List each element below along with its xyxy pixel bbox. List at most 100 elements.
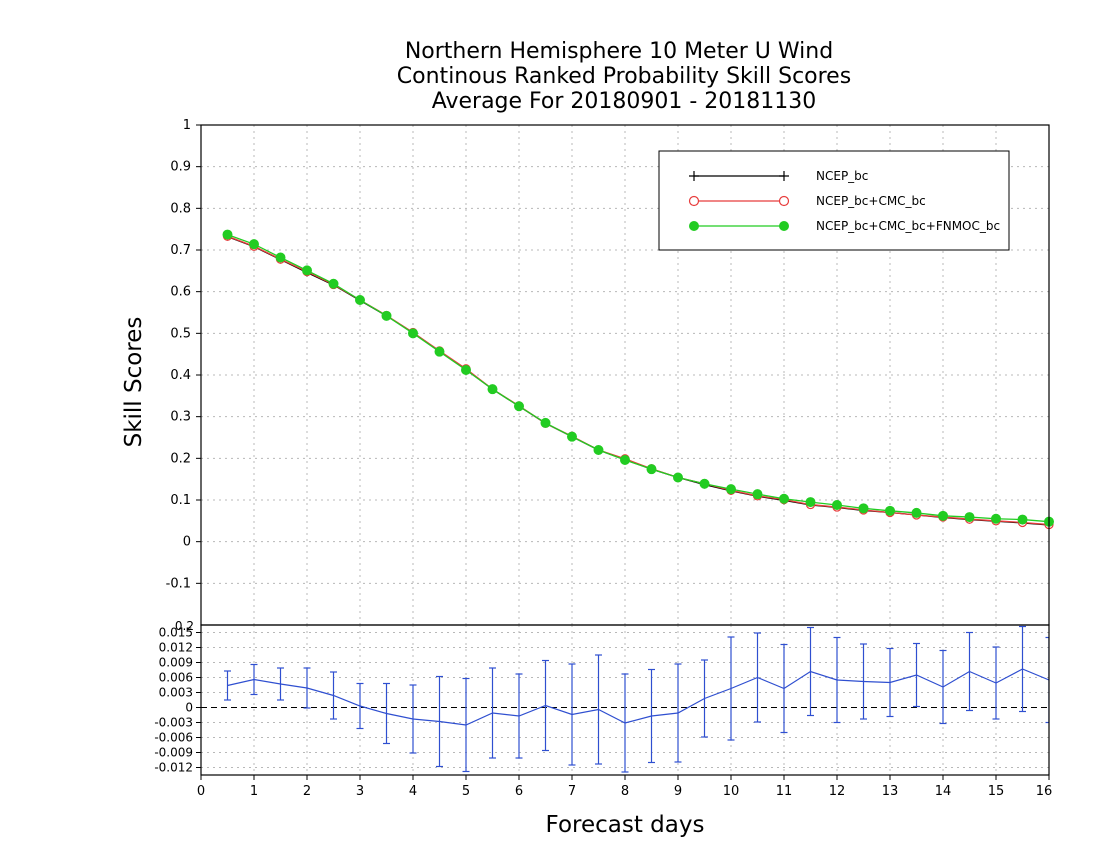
data-point <box>249 239 259 250</box>
legend-marker <box>689 171 699 181</box>
x-tick-label: 14 <box>935 784 952 799</box>
x-tick-label: 16 <box>1036 784 1053 799</box>
x-tick-label: 15 <box>988 784 1005 799</box>
upper-y-tick-label: 0.9 <box>170 160 191 175</box>
series-NCEP_bc+CMC_bc+FNMOC_bc <box>222 229 1054 527</box>
upper-y-tick-label: 0.4 <box>170 368 191 383</box>
upper-y-tick-label: 0 <box>183 535 191 550</box>
data-point <box>593 445 604 455</box>
series-line <box>227 236 1050 526</box>
x-tick-label: 9 <box>674 784 682 799</box>
x-tick-label: 2 <box>303 784 311 799</box>
upper-y-tick-label: 0.7 <box>170 243 191 258</box>
lower-y-ticks: -0.012-0.009-0.006-0.00300.0030.0060.009… <box>154 626 201 775</box>
x-tick-label: 5 <box>462 784 470 799</box>
legend-item-NCEP_bc+CMC_bc: NCEP_bc+CMC_bc <box>688 194 926 208</box>
data-point <box>964 512 975 523</box>
chart-title-line-1: Northern Hemisphere 10 Meter U Wind <box>405 39 833 64</box>
chart-title-line-2: Continous Ranked Probability Skill Score… <box>397 64 851 89</box>
data-point <box>911 507 922 518</box>
lower-y-tick-label: -0.006 <box>154 731 193 745</box>
difference-line <box>227 668 1049 726</box>
lower-y-tick-label: 0.012 <box>159 641 193 655</box>
data-point <box>540 417 551 428</box>
data-point <box>514 401 524 412</box>
upper-series-group <box>222 229 1054 530</box>
legend-item-NCEP_bc: NCEP_bc <box>689 169 868 183</box>
x-tick-label: 13 <box>882 784 899 799</box>
legend-marker <box>778 195 790 207</box>
data-point <box>938 510 948 521</box>
upper-y-ticks: -0.1 0 0.1 0.2 0.3 0.4 0.5 0.6 0.7 0.8 0.9 1 <box>166 118 201 591</box>
data-point <box>991 513 1001 524</box>
lower-y-tick-label: 0.006 <box>159 671 193 685</box>
data-point <box>805 497 816 508</box>
data-point <box>567 431 577 442</box>
x-axis-ticks: 0 1 2 3 4 5 6 7 8 9 10 11 12 13 14 15 16 <box>197 775 1052 799</box>
series-line <box>227 235 1050 526</box>
legend-marker <box>779 171 789 181</box>
upper-y-tick-label: 0.6 <box>170 285 191 300</box>
data-point <box>620 455 630 465</box>
upper-y-tick-label: 0.3 <box>170 410 191 425</box>
chart-title-line-3: Average For 20180901 - 20181130 <box>432 89 817 114</box>
data-point <box>355 295 365 305</box>
series-line <box>227 233 1050 523</box>
data-point <box>752 489 763 500</box>
legend-label: NCEP_bc+CMC_bc+FNMOC_bc <box>816 219 1000 233</box>
data-point <box>726 484 736 495</box>
legend-items: NCEP_bc NCEP_bc+CMC_bc NCEP_bc+CMC_bc+FNMO… <box>688 169 1000 233</box>
lower-y-tick-label: 0.015 <box>159 626 193 640</box>
lower-y-tick-label: -0.003 <box>154 716 193 730</box>
data-point <box>673 472 683 483</box>
series-NCEP_bc+CMC_bc <box>222 231 1054 530</box>
lower-y-tick-label: 0 <box>185 701 193 715</box>
data-point <box>779 493 789 504</box>
lower-y-tick-label: -0.009 <box>154 746 193 760</box>
series-NCEP_bc <box>223 232 1053 529</box>
error-bar <box>1045 636 1049 724</box>
legend-marker <box>779 221 789 231</box>
lower-panel: -0.012-0.009-0.006-0.00300.0030.0060.009… <box>154 619 1050 776</box>
x-tick-label: 0 <box>197 784 205 799</box>
data-point <box>487 384 498 395</box>
legend-label: NCEP_bc <box>816 169 868 183</box>
upper-y-tick-label: 0.1 <box>170 493 191 508</box>
upper-y-tick-label: 1 <box>183 118 191 133</box>
upper-y-tick-label: 0.8 <box>170 201 191 216</box>
x-tick-label: 11 <box>776 784 793 799</box>
x-tick-label: 6 <box>515 784 523 799</box>
data-point <box>408 328 418 339</box>
legend-marker <box>689 221 699 231</box>
data-point <box>858 503 869 514</box>
legend: NCEP_bc NCEP_bc+CMC_bc NCEP_bc+CMC_bc+FNMO… <box>658 150 1010 251</box>
x-tick-label: 10 <box>723 784 740 799</box>
upper-panel: -0.1 0 0.1 0.2 0.3 0.4 0.5 0.6 0.7 0.8 0.9 1 <box>166 118 1054 626</box>
data-point <box>1017 514 1028 525</box>
upper-y-tick-label: 0.2 <box>170 451 191 466</box>
data-point <box>434 346 445 357</box>
x-tick-label: 7 <box>568 784 576 799</box>
upper-y-tick-label: -0.1 <box>166 576 191 591</box>
legend-item-NCEP_bc+CMC_bc+FNMOC_bc: NCEP_bc+CMC_bc+FNMOC_bc <box>689 219 1000 233</box>
lower-y-tick-label: 0.009 <box>159 656 193 670</box>
data-point <box>328 278 339 289</box>
data-point <box>885 505 895 516</box>
x-axis-label: Forecast days <box>546 812 705 838</box>
upper-y-tick-label: 0.5 <box>170 326 191 341</box>
lower-difference-series <box>224 625 1049 773</box>
data-point <box>832 500 842 510</box>
x-tick-label: 1 <box>250 784 258 799</box>
lower-top-tick-label: 0.2 <box>175 619 194 633</box>
x-tick-label: 12 <box>829 784 846 799</box>
y-axis-label: Skill Scores <box>121 317 147 448</box>
data-point <box>381 310 392 321</box>
x-tick-label: 8 <box>621 784 629 799</box>
x-tick-label: 4 <box>409 784 417 799</box>
data-point <box>699 478 710 489</box>
lower-clipped-content <box>224 625 1049 773</box>
x-tick-label: 3 <box>356 784 364 799</box>
data-point <box>461 365 471 375</box>
lower-y-tick-label: -0.012 <box>154 761 193 775</box>
